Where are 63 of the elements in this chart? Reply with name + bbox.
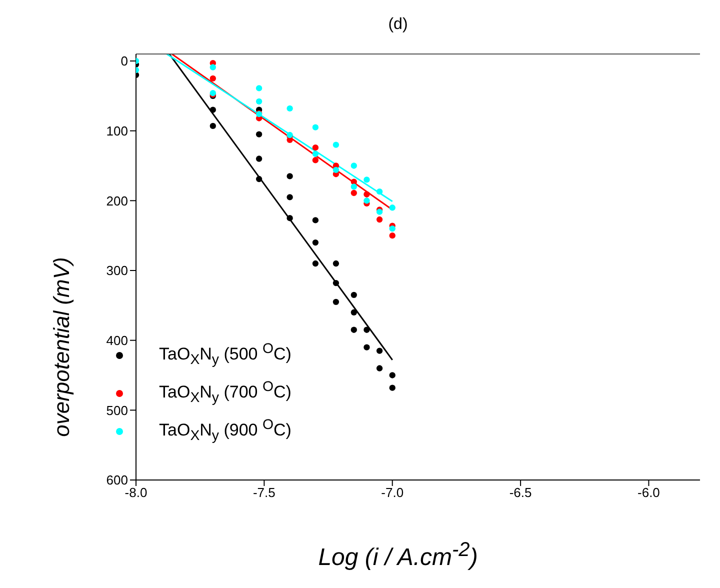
point <box>312 150 319 157</box>
y-tick-label: 300 <box>106 263 128 278</box>
point <box>210 64 216 70</box>
y-tick-label: 200 <box>106 193 128 208</box>
point <box>332 166 340 174</box>
point <box>256 85 262 92</box>
point <box>376 216 383 223</box>
point <box>286 173 293 180</box>
chart-title: (d) <box>387 16 409 34</box>
y-tick-label: 0 <box>120 54 128 69</box>
point <box>350 190 357 196</box>
point <box>389 372 396 378</box>
y-tick-label: 600 <box>106 472 128 488</box>
point <box>312 217 319 224</box>
point <box>364 191 370 198</box>
legend-label: TaO$_{X}$N$_{y}$ (900 $^{O}$C) <box>159 417 292 445</box>
point <box>312 124 319 130</box>
point <box>286 105 293 112</box>
point <box>256 176 262 182</box>
point <box>256 156 262 162</box>
x-tick-label: -8.0 <box>124 485 148 500</box>
point <box>389 226 396 232</box>
point <box>210 75 216 82</box>
point <box>286 194 293 200</box>
y-axis-title: overpotential (mV) <box>48 257 74 437</box>
point <box>376 188 383 195</box>
point <box>332 298 340 305</box>
point <box>332 260 340 267</box>
point <box>376 365 383 372</box>
point <box>312 239 319 246</box>
point <box>312 260 319 267</box>
point <box>350 326 357 333</box>
point <box>210 106 216 113</box>
point <box>364 198 370 204</box>
x-tick-label: -7.0 <box>381 485 404 500</box>
point <box>210 122 216 130</box>
x-tick-label: -6.5 <box>509 485 532 500</box>
point <box>364 176 370 183</box>
point <box>350 309 357 316</box>
point <box>256 98 262 105</box>
point <box>286 215 293 222</box>
point <box>312 144 319 151</box>
x-axis-title: Log (i / A.cm$^{-2}$) <box>317 539 479 572</box>
point <box>350 162 357 169</box>
point <box>350 184 357 190</box>
x-tick-label: -7.5 <box>252 485 276 500</box>
point <box>389 384 396 391</box>
point <box>376 348 383 354</box>
point <box>389 232 396 239</box>
point <box>350 292 357 298</box>
point <box>312 157 319 164</box>
point <box>389 204 396 211</box>
point <box>332 280 340 286</box>
y-tick-label: 400 <box>106 332 128 348</box>
y-tick-label: 500 <box>106 402 128 418</box>
point <box>256 131 262 138</box>
x-tick-label: -6.0 <box>638 485 660 500</box>
legend-label: TaO$_{X}$N$_{y}$ (500 $^{O}$C) <box>159 341 292 369</box>
point <box>332 142 340 148</box>
point <box>364 344 370 350</box>
y-tick-label: 100 <box>106 123 128 138</box>
legend-label: TaO$_{X}$N$_{y}$ (700 $^{O}$C) <box>159 379 292 407</box>
point <box>364 326 370 333</box>
